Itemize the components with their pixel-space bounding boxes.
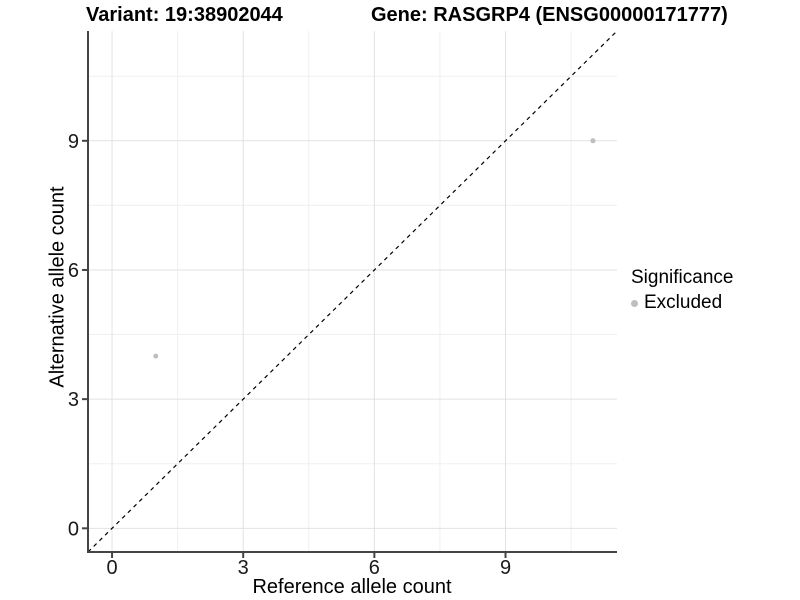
x-tick-label: 9 xyxy=(500,557,511,579)
x-tick-label: 0 xyxy=(106,557,117,579)
y-axis-label: Alternative allele count xyxy=(46,186,69,388)
plot-title-variant: Variant: 19:38902044 xyxy=(86,4,283,26)
y-tick-label: 6 xyxy=(68,260,79,282)
plot-title-gene: Gene: RASGRP4 (ENSG00000171777) xyxy=(371,4,728,26)
y-tick-label: 9 xyxy=(68,131,79,153)
legend-entry: Excluded xyxy=(631,291,733,314)
x-tick-label: 3 xyxy=(238,557,249,579)
legend-entry-label: Excluded xyxy=(644,291,723,313)
legend-title: Significance xyxy=(631,267,734,288)
data-point xyxy=(153,353,159,359)
legend-point-icon xyxy=(631,299,638,307)
x-tick-label: 6 xyxy=(369,557,380,579)
data-point xyxy=(590,138,596,144)
x-axis-label: Reference allele count xyxy=(252,576,452,598)
legend: Significance Excluded xyxy=(631,267,734,314)
y-tick-label: 0 xyxy=(68,518,79,540)
y-tick-label: 3 xyxy=(68,389,79,411)
identity-line xyxy=(87,30,618,553)
